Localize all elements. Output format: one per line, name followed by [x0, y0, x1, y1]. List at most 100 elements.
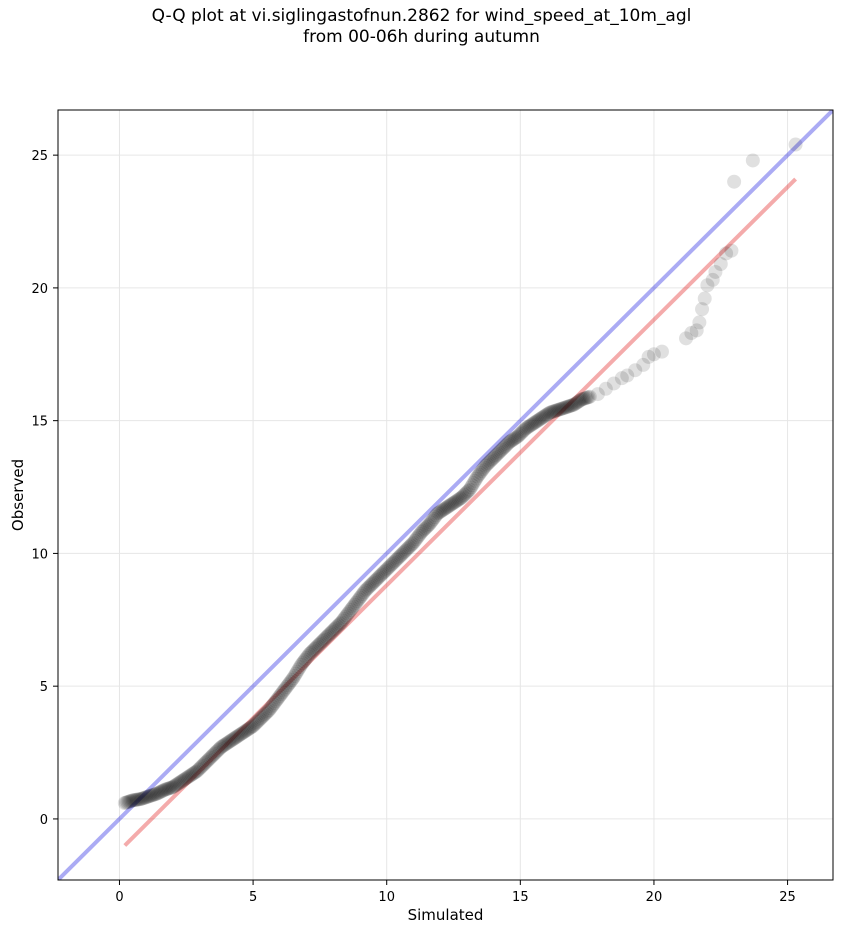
quantile-point — [562, 399, 577, 414]
quantile-point — [570, 395, 585, 410]
grid — [58, 110, 833, 880]
quantile-point — [554, 401, 569, 416]
quantile-point — [486, 450, 501, 465]
quantile-point — [153, 784, 168, 799]
quantile-point — [578, 391, 593, 406]
quantile-point — [270, 692, 285, 707]
quantile-point — [367, 574, 382, 589]
quantile-point — [542, 405, 557, 420]
x-tick-label: 25 — [779, 890, 796, 905]
quantile-point — [419, 519, 434, 534]
quantile-point — [470, 469, 485, 484]
quantile-point — [228, 730, 243, 745]
quantile-point — [294, 657, 309, 672]
quantile-point — [461, 484, 476, 499]
quantile-point — [163, 780, 178, 795]
quantile-point — [335, 613, 350, 628]
quantile-point — [176, 772, 191, 787]
quantile-point — [131, 792, 146, 807]
quantile-point — [323, 626, 338, 641]
quantile-point — [136, 791, 151, 806]
quantile-point — [160, 781, 175, 796]
quantile-point — [430, 506, 445, 521]
quantile-point — [260, 704, 275, 719]
quantile-point — [286, 671, 301, 686]
quantile-point — [147, 787, 162, 802]
quantile-point — [445, 496, 460, 511]
quantile-point — [306, 643, 321, 658]
quantile-point — [788, 137, 803, 152]
quantile-point — [529, 414, 544, 429]
quantile-point — [230, 729, 245, 744]
quantile-point — [279, 680, 294, 695]
quantile-point — [453, 491, 468, 506]
quantile-point — [303, 645, 318, 660]
quantile-point — [438, 501, 453, 516]
quantile-point — [185, 766, 200, 781]
quantile-point — [343, 603, 358, 618]
quantile-point — [179, 771, 194, 786]
quantile-point — [125, 793, 140, 808]
quantile-point — [197, 756, 212, 771]
quantile-point — [354, 588, 369, 603]
quantile-point — [406, 535, 421, 550]
quantile-point — [684, 326, 699, 341]
quantile-point — [422, 517, 437, 532]
quantile-point — [275, 685, 290, 700]
quantile-point — [499, 437, 514, 452]
identity-line — [58, 110, 833, 880]
quantile-point — [258, 707, 273, 722]
quantile-point — [473, 465, 488, 480]
quantile-point — [168, 778, 183, 793]
quantile-point — [646, 347, 661, 362]
quantile-point — [410, 530, 425, 545]
quantile-point — [363, 578, 378, 593]
quantile-point — [745, 153, 760, 168]
quantile-point — [310, 639, 325, 654]
quantile-point — [148, 787, 163, 802]
quantile-point — [212, 741, 227, 756]
quantile-point — [264, 699, 279, 714]
quantile-point — [377, 565, 392, 579]
quantile-point — [235, 726, 250, 741]
quantile-point — [141, 789, 156, 804]
quantile-point — [374, 567, 389, 582]
quantile-point — [552, 402, 567, 417]
quantile-point — [307, 642, 322, 656]
quantile-point — [254, 711, 269, 726]
quantile-point — [413, 526, 428, 541]
quantile-point — [127, 793, 142, 808]
quantile-point — [342, 604, 357, 619]
quantile-point — [532, 412, 547, 427]
quantile-point — [137, 790, 152, 805]
quantile-point — [724, 243, 739, 258]
quantile-point — [427, 510, 442, 525]
quantile-point — [361, 580, 375, 595]
quantile-point — [557, 400, 572, 415]
quantile-point — [511, 428, 526, 443]
quantile-point — [320, 628, 335, 643]
quantile-point — [117, 796, 132, 810]
chart-title: Q-Q plot at vi.siglingastofnun.2862 for … — [0, 6, 843, 48]
quantile-point — [513, 426, 528, 441]
quantile-point — [132, 792, 147, 807]
quantile-point — [155, 784, 170, 799]
quantile-point — [355, 587, 370, 602]
quantile-point — [219, 736, 234, 751]
quantile-point — [324, 624, 339, 639]
quantile-point — [203, 750, 218, 765]
quantile-point — [533, 411, 548, 426]
quantile-point — [287, 668, 302, 683]
quantile-point — [541, 406, 556, 421]
quantile-point — [418, 521, 433, 536]
quantile-point — [151, 786, 166, 801]
quantile-point — [375, 566, 390, 581]
quantile-point — [252, 712, 267, 727]
x-tick-label: 5 — [249, 890, 257, 905]
quantile-point — [431, 505, 446, 520]
quantile-point — [339, 608, 354, 623]
quantile-point — [299, 650, 314, 665]
quantile-point — [366, 575, 381, 590]
quantile-point — [351, 592, 366, 607]
quantile-point — [700, 278, 715, 293]
